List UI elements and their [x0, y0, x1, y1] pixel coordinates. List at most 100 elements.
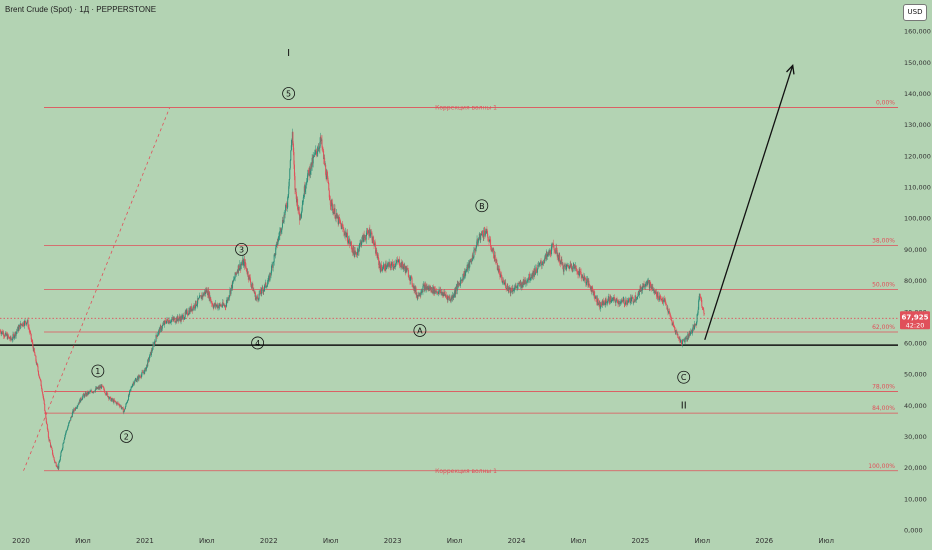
candle-body [569, 264, 571, 267]
candle-body [466, 269, 468, 271]
candle-body [107, 393, 109, 397]
candle-body [480, 233, 482, 236]
currency-button[interactable]: USD [903, 4, 927, 21]
candle-body [6, 334, 8, 336]
y-tick-label: 10,000 [904, 495, 927, 503]
candle-body [51, 446, 53, 448]
candle-body [555, 247, 557, 254]
price-axis[interactable]: 0,000 10,000 20,000 30,000 40,000 50,000 60,00… [900, 28, 931, 535]
candle-body [316, 151, 318, 154]
candle-body [615, 300, 617, 303]
candle-body [186, 310, 188, 312]
time-axis[interactable]: 2020 Июл 2021 Июл 2022 Июл 2023 Июл 2024 Июл 2025 И… [12, 537, 834, 545]
candle-body [96, 387, 98, 389]
candle-body [59, 456, 61, 461]
candle-body [275, 244, 277, 248]
candle-body [112, 399, 114, 403]
candle-body [56, 466, 58, 468]
candle-body [240, 265, 242, 270]
candle-body [640, 288, 642, 292]
candle-body [486, 228, 488, 232]
candle-body [484, 231, 486, 236]
candle-body [45, 418, 47, 423]
candle-body [225, 303, 227, 308]
candle-body [698, 296, 700, 301]
candle-body [597, 298, 599, 305]
candle-body [31, 339, 33, 342]
candle-body [18, 325, 20, 327]
candle-body [702, 307, 704, 308]
candle-body [438, 289, 440, 292]
candle-body [688, 331, 690, 336]
candle-body [165, 321, 167, 324]
candle-body [175, 318, 177, 322]
candle-body [224, 305, 226, 306]
candle-body [471, 260, 473, 262]
candle-body [579, 269, 581, 276]
candle-body [613, 297, 615, 299]
candle-body [134, 380, 136, 381]
candle-body [117, 402, 119, 404]
candle-body [510, 287, 512, 291]
candle-body [327, 175, 329, 181]
candle-body [292, 143, 294, 153]
candle-body [625, 299, 627, 304]
candle-body [248, 277, 250, 280]
candle-body [403, 265, 405, 267]
candle-body [460, 280, 462, 281]
candle-body [200, 295, 202, 297]
candle-body [381, 269, 383, 271]
wave-label-circle [475, 199, 489, 213]
candle-body [63, 439, 65, 443]
candle-body [32, 342, 34, 347]
candle-body [267, 281, 269, 284]
candle-body [324, 157, 326, 166]
candle-body [600, 302, 602, 305]
candle-body [187, 314, 189, 316]
candle-body [180, 316, 182, 322]
candle-body [659, 295, 661, 300]
candle-body [195, 300, 197, 306]
candle-body [146, 364, 148, 367]
candle-body [430, 287, 432, 290]
candle-body [646, 281, 648, 284]
candle-body [300, 214, 302, 217]
candle-body [647, 280, 649, 281]
candle-body [382, 268, 384, 270]
candle-body [446, 296, 448, 298]
candle-body [153, 343, 155, 346]
candle-body [682, 340, 684, 345]
candle-body [394, 266, 396, 267]
candle-body [247, 271, 249, 274]
candle-body [239, 263, 241, 270]
candle-body [57, 466, 59, 469]
candle-body [609, 301, 611, 303]
candle-body [451, 296, 453, 300]
candle-body [7, 334, 9, 340]
candle-body [507, 289, 509, 291]
candle-body [614, 298, 616, 302]
candle-body [290, 150, 292, 161]
candle-body [548, 250, 550, 255]
candle-body [586, 279, 588, 280]
y-tick-label: 40,000 [904, 402, 927, 410]
candle-body [618, 300, 620, 305]
candle-body [533, 269, 535, 275]
candle-body [361, 242, 363, 246]
candle-body [310, 170, 312, 175]
candle-body [96, 387, 98, 390]
candle-body [288, 179, 290, 187]
candle-body [130, 389, 132, 390]
candle-body [333, 211, 335, 214]
candle-body [183, 315, 185, 320]
y-tick-label: 50,000 [904, 371, 927, 379]
candle-body [72, 410, 74, 413]
candle-body [508, 287, 510, 291]
annotations: 1 2 3 4 5 I A B C II [91, 48, 795, 443]
candle-body [77, 405, 79, 408]
candle-body [237, 271, 239, 273]
candle-body [399, 265, 401, 267]
candle-body [640, 286, 642, 292]
candle-body [60, 451, 62, 453]
